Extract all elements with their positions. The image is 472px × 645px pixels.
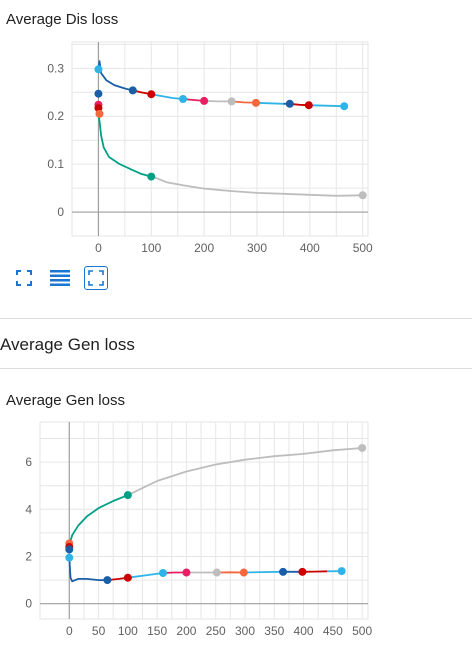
series-marker xyxy=(128,86,137,95)
series-marker xyxy=(94,65,103,74)
series-marker xyxy=(358,443,367,452)
x-tick-label: 400 xyxy=(294,624,314,638)
plot-border xyxy=(39,421,369,620)
fit-to-domain-icon xyxy=(88,270,104,286)
series-marker xyxy=(103,576,112,585)
series-marker xyxy=(65,553,74,562)
series-line xyxy=(68,557,108,583)
series-line xyxy=(308,104,345,108)
plot-border xyxy=(71,41,369,237)
series-marker xyxy=(239,568,248,577)
series-marker xyxy=(147,172,156,181)
series-line xyxy=(151,93,184,100)
section-divider-bottom xyxy=(0,368,472,369)
x-tick-label: 450 xyxy=(323,624,343,638)
series-line xyxy=(127,447,363,496)
series-line xyxy=(68,494,129,545)
series-marker xyxy=(285,99,294,108)
series-marker xyxy=(182,568,191,577)
series-marker xyxy=(337,567,346,576)
series-line xyxy=(302,570,328,573)
series-marker xyxy=(65,545,74,554)
chart-toolbar xyxy=(12,266,108,290)
x-tick-label: 350 xyxy=(264,624,284,638)
series-marker xyxy=(227,97,236,106)
series-marker xyxy=(298,567,307,576)
section-divider-top xyxy=(0,318,472,319)
fit-domain-button[interactable] xyxy=(84,266,108,290)
series-marker xyxy=(95,109,104,118)
series-line xyxy=(97,113,152,178)
series-marker xyxy=(340,102,349,111)
series-marker xyxy=(358,191,367,200)
series-marker xyxy=(123,573,132,582)
chart-title-gen-loss: Average Gen loss xyxy=(6,392,125,409)
y-tick-label: 6 xyxy=(25,455,32,469)
section-title: Average Gen loss xyxy=(0,335,135,354)
x-tick-label: 200 xyxy=(176,624,196,638)
x-tick-label: 500 xyxy=(353,241,373,255)
series-line xyxy=(231,100,256,104)
y-tick-label: 4 xyxy=(25,502,32,516)
list-icon xyxy=(50,270,70,286)
grid xyxy=(71,41,369,237)
grid xyxy=(39,421,369,620)
series-line xyxy=(97,60,134,92)
series-marker xyxy=(304,101,313,110)
chart-title-dis-loss: Average Dis loss xyxy=(6,11,119,28)
x-tick-label: 500 xyxy=(352,624,372,638)
x-tick-label: 300 xyxy=(235,624,255,638)
x-tick-label: 0 xyxy=(66,624,73,638)
series-marker xyxy=(251,98,260,107)
dis-loss-chart: 0 100 200 300 400 500 0 0.1 0.2 0.3 xyxy=(47,41,373,255)
series-marker xyxy=(279,567,288,576)
gen-loss-chart: 0 50 100 150 200 250 300 350 400 450 500 0 2 4 6 xyxy=(25,421,372,638)
series-marker xyxy=(179,95,187,104)
x-tick-label: 250 xyxy=(206,624,226,638)
series-marker xyxy=(200,96,209,105)
fullscreen-button[interactable] xyxy=(12,266,36,290)
y-tick-label: 2 xyxy=(25,549,32,563)
series-marker xyxy=(212,568,221,577)
series-marker xyxy=(159,568,167,577)
series-marker xyxy=(94,89,103,98)
series-line xyxy=(243,570,284,574)
series-line xyxy=(255,101,284,105)
x-tick-label: 150 xyxy=(147,624,167,638)
y-tick-label: 0.3 xyxy=(47,61,64,75)
y-tick-label: 0 xyxy=(25,597,32,611)
x-tick-label: 100 xyxy=(118,624,138,638)
series-line xyxy=(150,175,363,197)
series-marker xyxy=(147,90,156,99)
x-tick-label: 0 xyxy=(95,241,102,255)
series-marker xyxy=(123,491,132,500)
x-tick-label: 400 xyxy=(300,241,320,255)
x-tick-label: 300 xyxy=(247,241,267,255)
y-tick-label: 0 xyxy=(57,205,64,219)
x-tick-label: 200 xyxy=(194,241,214,255)
fullscreen-icon xyxy=(16,270,32,286)
y-tick-label: 0.2 xyxy=(47,109,64,123)
toggle-log-button[interactable] xyxy=(48,266,72,290)
x-tick-label: 50 xyxy=(92,624,106,638)
series-line xyxy=(204,100,232,103)
y-tick-label: 0.1 xyxy=(47,157,64,171)
series-line xyxy=(127,572,164,579)
x-tick-label: 100 xyxy=(141,241,161,255)
